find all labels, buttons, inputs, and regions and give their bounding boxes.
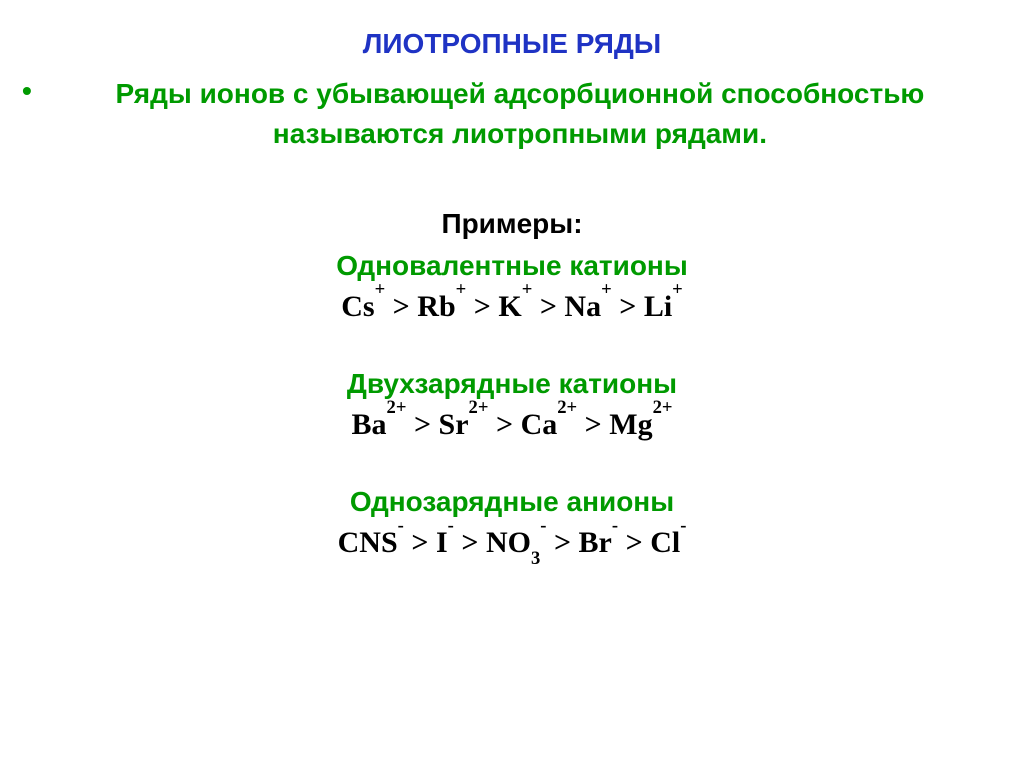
ion: Br-: [579, 526, 619, 559]
ion: Sr2+: [439, 408, 489, 441]
ion: Na+: [564, 290, 611, 323]
definition-line-1: Ряды ионов с убывающей адсорбционной спо…: [115, 78, 924, 109]
ion: CNS-: [338, 526, 404, 559]
ion: Li+: [644, 290, 683, 323]
ion-series: CNS- > I- > NO3- > Br- > Cl-: [20, 526, 1004, 560]
definition-text: Ряды ионов с убывающей адсорбционной спо…: [36, 74, 1004, 154]
definition-block: • Ряды ионов с убывающей адсорбционной с…: [20, 74, 1004, 154]
slide-title: ЛИОТРОПНЫЕ РЯДЫ: [20, 28, 1004, 60]
slide: ЛИОТРОПНЫЕ РЯДЫ • Ряды ионов с убывающей…: [0, 0, 1024, 768]
ion: I-: [436, 526, 454, 559]
groups-container: Одновалентные катионы Cs+ > Rb+ > K+ > Na…: [20, 250, 1004, 560]
ion: K+: [498, 290, 532, 323]
ion: Rb+: [417, 290, 466, 323]
ion: Mg2+: [609, 408, 672, 441]
ion: Ba2+: [352, 408, 407, 441]
examples-label: Примеры:: [20, 208, 1004, 240]
definition-line-2: называются лиотропными рядами.: [273, 118, 767, 149]
group-heading: Двухзарядные катионы: [20, 368, 1004, 400]
group-heading: Однозарядные анионы: [20, 486, 1004, 518]
ion-series: Cs+ > Rb+ > K+ > Na+ > Li+: [20, 290, 1004, 324]
group-heading: Одновалентные катионы: [20, 250, 1004, 282]
ion: NO3-: [486, 526, 547, 559]
ion: Cl-: [650, 526, 686, 559]
ion: Cs+: [341, 290, 385, 323]
ion-series: Ba2+ > Sr2+ > Ca2+ > Mg2+: [20, 408, 1004, 442]
ion: Ca2+: [521, 408, 578, 441]
bullet-dot-icon: •: [22, 74, 32, 108]
